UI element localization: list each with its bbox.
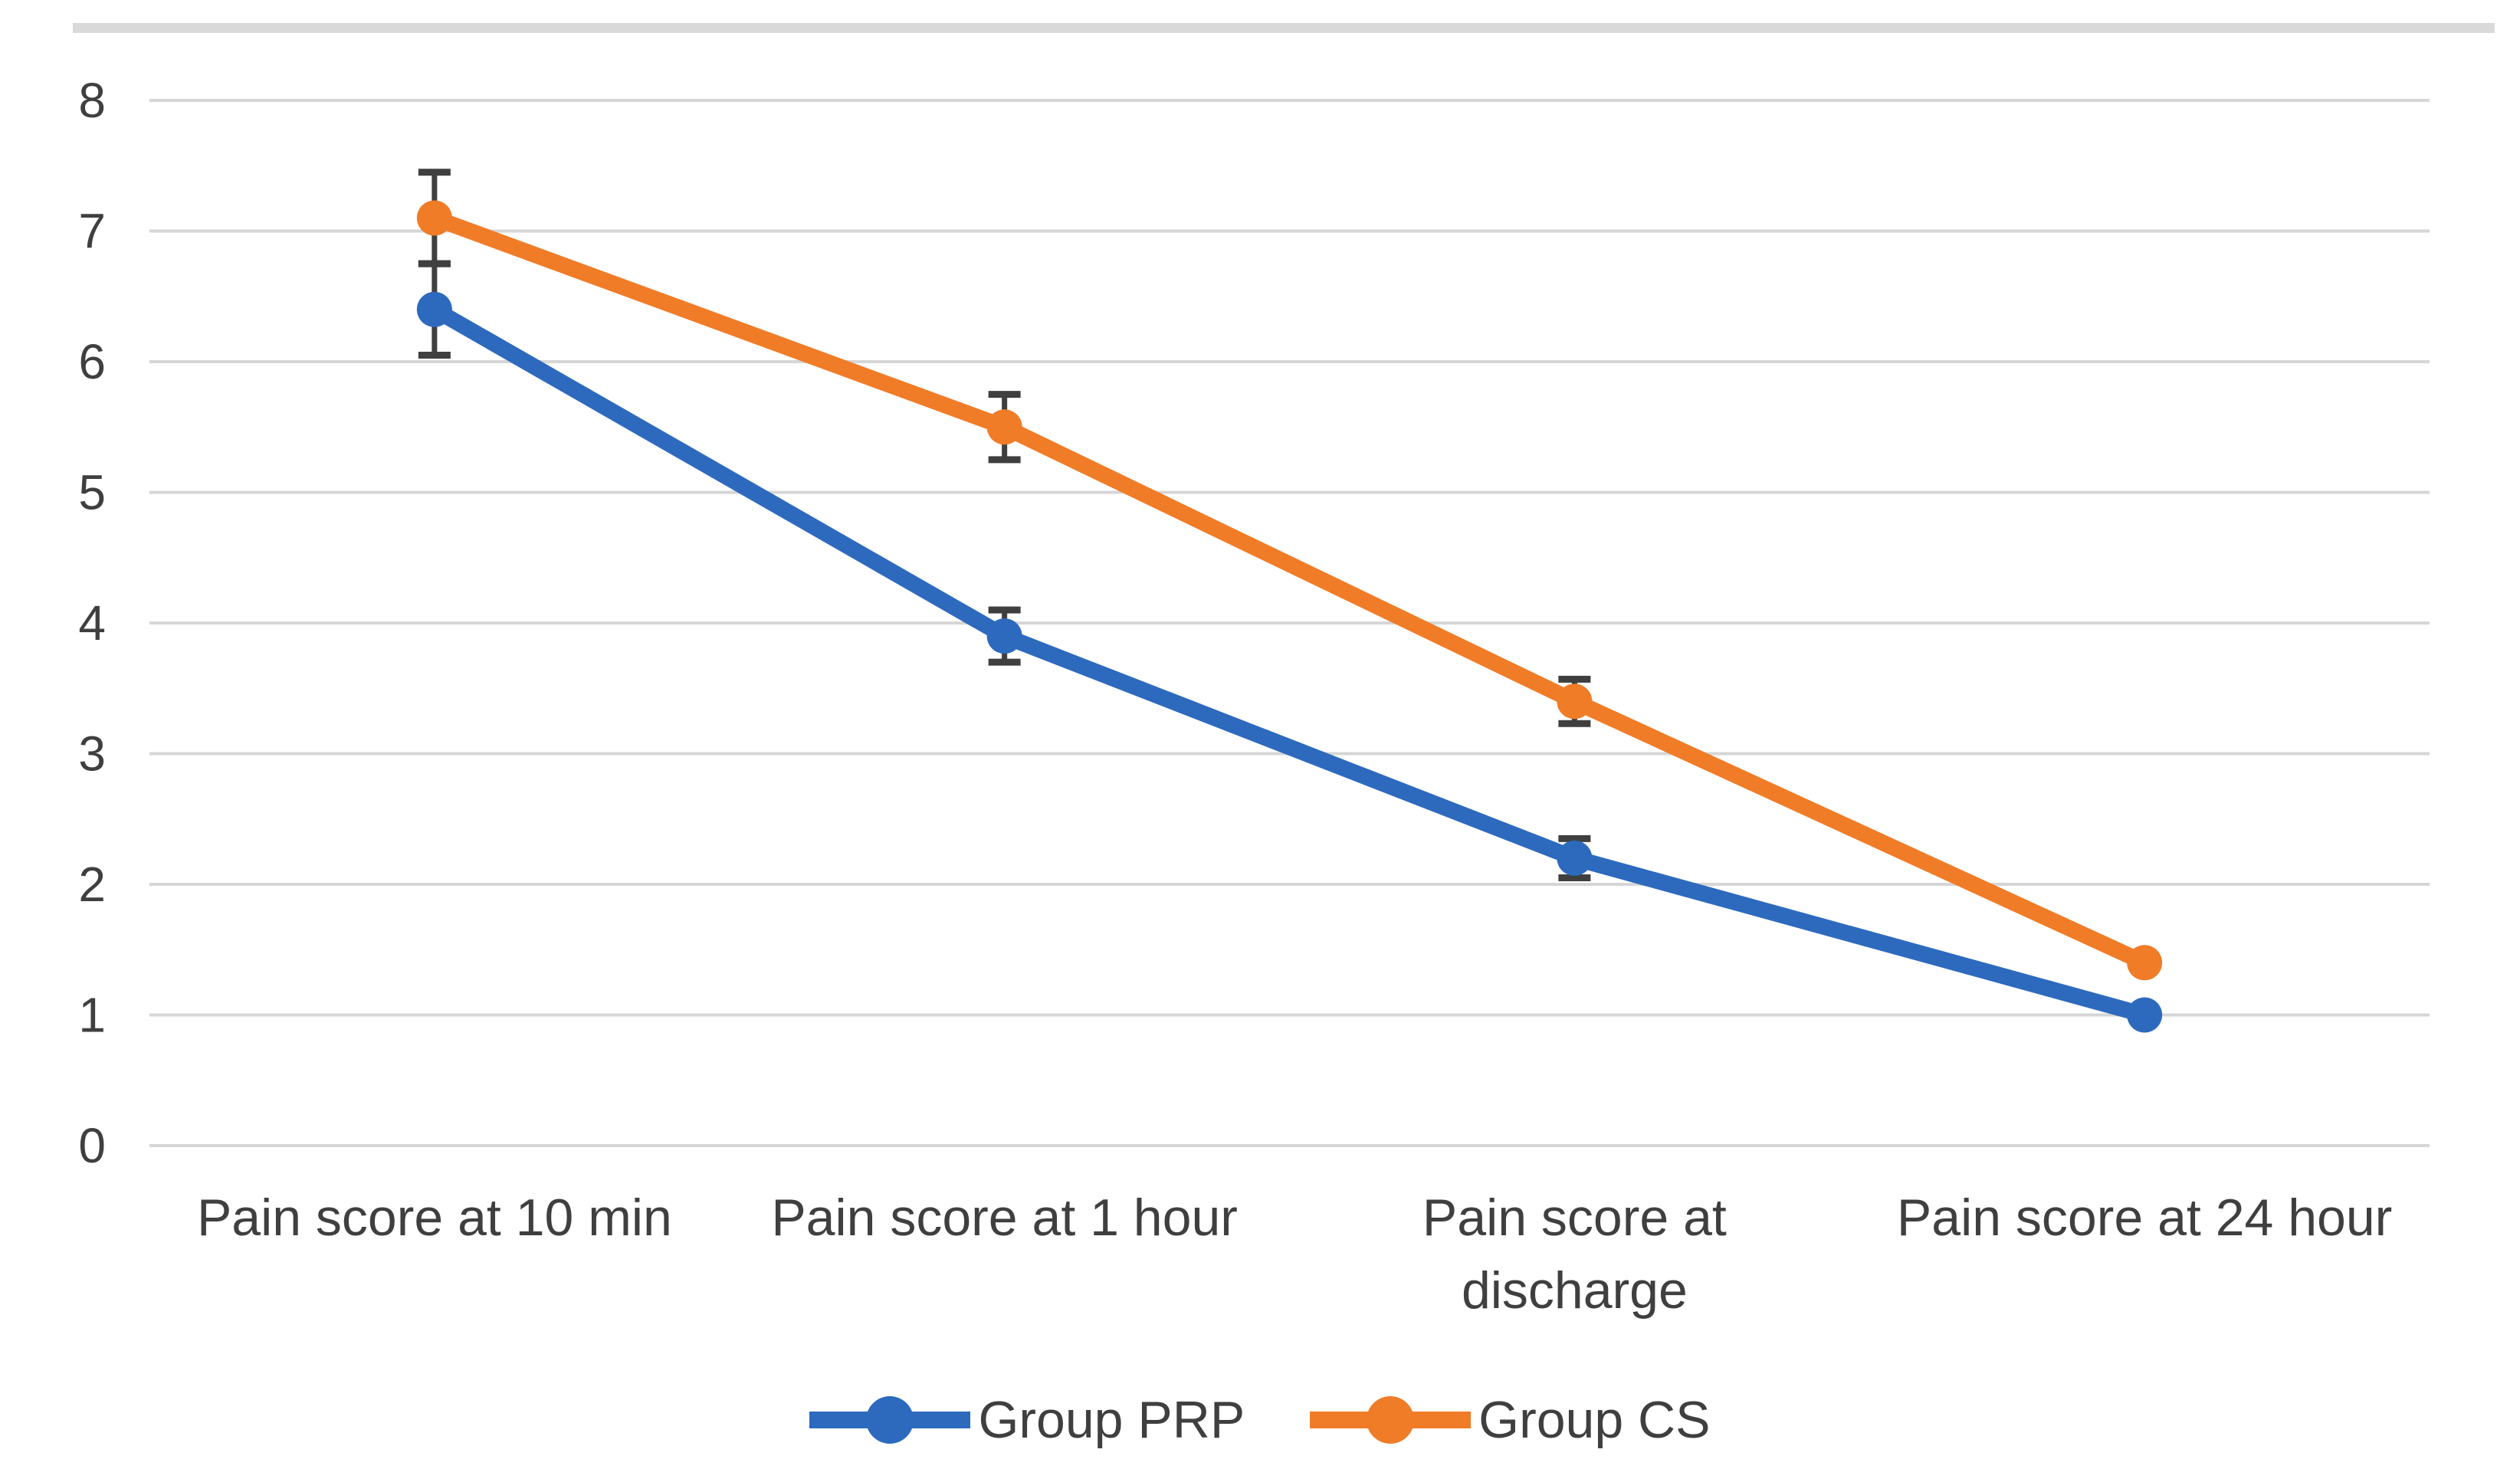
y-tick-label: 4 <box>78 595 106 651</box>
legend-marker-icon <box>1310 1395 1472 1444</box>
x-category-label: Pain score at 24 hour <box>1897 1189 2392 1247</box>
y-tick-label: 8 <box>78 73 106 128</box>
data-point-marker <box>2127 997 2163 1033</box>
data-point-marker <box>1557 840 1593 876</box>
series-line <box>426 209 2153 971</box>
y-tick-label: 6 <box>78 334 106 389</box>
figure-top-border <box>73 23 2495 33</box>
legend-marker-icon <box>809 1395 971 1444</box>
series-line <box>426 301 2153 1023</box>
y-tick-label: 2 <box>78 857 106 912</box>
y-tick-label: 7 <box>78 204 106 259</box>
y-tick-label: 1 <box>78 988 106 1043</box>
y-tick-label: 3 <box>78 726 106 782</box>
chart-legend: Group PRP Group CS <box>0 1370 2520 1469</box>
data-point-marker <box>416 200 452 236</box>
y-tick-label: 0 <box>78 1118 106 1173</box>
x-category-label: Pain score at 10 min <box>197 1189 672 1247</box>
legend-item: Group CS <box>1310 1390 1711 1450</box>
x-category-label: Pain score at <box>1422 1189 1727 1247</box>
legend-item: Group PRP <box>809 1390 1245 1450</box>
legend-label: Group PRP <box>978 1390 1245 1449</box>
x-category-label: Pain score at 1 hour <box>771 1189 1238 1247</box>
x-category-label: discharge <box>1462 1261 1688 1320</box>
data-point-marker <box>986 618 1022 654</box>
data-point-marker <box>2127 945 2163 981</box>
data-point-marker <box>416 291 452 327</box>
y-tick-label: 5 <box>78 465 106 520</box>
data-point-marker <box>986 409 1022 445</box>
pain-score-line-chart: 0 1 2 3 4 5 6 7 8 Pain score at 10 min Pain score … <box>78 73 2430 1320</box>
legend-label: Group CS <box>1478 1390 1711 1449</box>
data-point-marker <box>1557 684 1593 720</box>
